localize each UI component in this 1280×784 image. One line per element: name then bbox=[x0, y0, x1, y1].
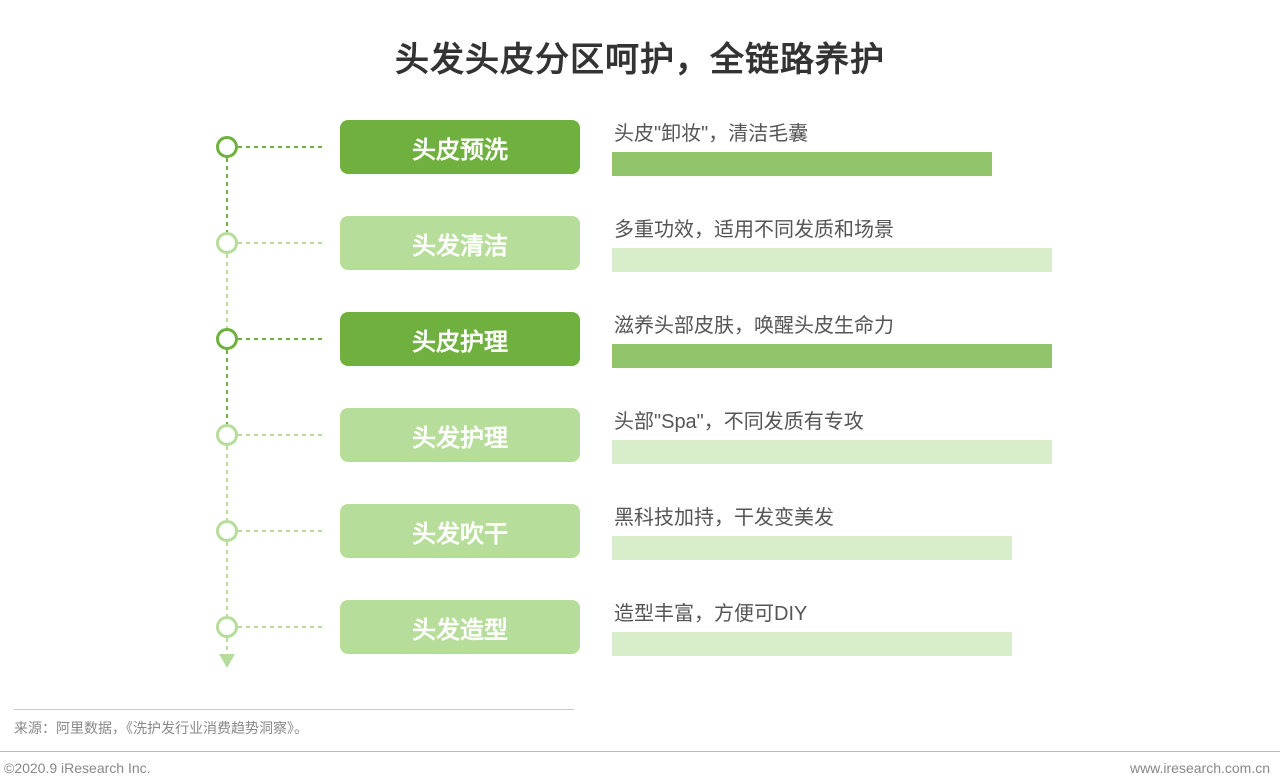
step-label-box: 头发造型 bbox=[340, 600, 580, 654]
step-desc-bar bbox=[612, 440, 1052, 464]
step-desc-bar bbox=[612, 536, 1012, 560]
step-label-box: 头发清洁 bbox=[340, 216, 580, 270]
timeline-circle-icon bbox=[216, 616, 238, 638]
timeline-vline bbox=[226, 638, 228, 662]
flow-step: 头皮护理 滋养头部皮肤，唤醒头皮生命力 bbox=[210, 312, 1110, 408]
flow-step: 头发清洁 多重功效，适用不同发质和场景 bbox=[210, 216, 1110, 312]
flow-step: 头皮预洗 头皮"卸妆"，清洁毛囊 bbox=[210, 120, 1110, 216]
step-desc-text: 头部"Spa"，不同发质有专攻 bbox=[612, 408, 1110, 434]
step-desc-col: 黑科技加持，干发变美发 bbox=[612, 504, 1110, 560]
timeline-node-col bbox=[210, 504, 250, 600]
flow-step: 头发护理 头部"Spa"，不同发质有专攻 bbox=[210, 408, 1110, 504]
timeline-hconnector bbox=[238, 338, 326, 340]
timeline-hconnector bbox=[238, 242, 326, 244]
footer-source: 来源：阿里数据，《洗护发行业消费趋势洞察》。 bbox=[14, 709, 574, 738]
timeline-circle-icon bbox=[216, 424, 238, 446]
footer-copyright: ©2020.9 iResearch Inc. bbox=[4, 760, 151, 776]
step-desc-text: 多重功效，适用不同发质和场景 bbox=[612, 216, 1110, 242]
step-desc-bar bbox=[612, 344, 1052, 368]
footer-url: www.iresearch.com.cn bbox=[1130, 760, 1270, 776]
flow-diagram: 头皮预洗 头皮"卸妆"，清洁毛囊头发清洁 多重功效，适用不同发质和场景头皮护理 滋养头… bbox=[210, 120, 1110, 696]
timeline-hconnector bbox=[238, 626, 326, 628]
timeline-node-col bbox=[210, 408, 250, 504]
timeline-circle-icon bbox=[216, 520, 238, 542]
step-desc-bar bbox=[612, 632, 1012, 656]
flow-step: 头发造型 造型丰富，方便可DIY bbox=[210, 600, 1110, 696]
step-desc-col: 造型丰富，方便可DIY bbox=[612, 600, 1110, 656]
timeline-vline bbox=[226, 158, 228, 232]
timeline-node-col bbox=[210, 312, 250, 408]
step-label-box: 头发吹干 bbox=[340, 504, 580, 558]
step-desc-col: 头部"Spa"，不同发质有专攻 bbox=[612, 408, 1110, 464]
step-label-box: 头发护理 bbox=[340, 408, 580, 462]
footer-divider bbox=[0, 751, 1280, 752]
step-desc-text: 头皮"卸妆"，清洁毛囊 bbox=[612, 120, 1110, 146]
flow-step: 头发吹干 黑科技加持，干发变美发 bbox=[210, 504, 1110, 600]
timeline-node-col bbox=[210, 600, 250, 696]
step-desc-text: 滋养头部皮肤，唤醒头皮生命力 bbox=[612, 312, 1110, 338]
timeline-node-col bbox=[210, 216, 250, 312]
step-label-box: 头皮护理 bbox=[340, 312, 580, 366]
timeline-hconnector bbox=[238, 530, 326, 532]
timeline-vline bbox=[226, 446, 228, 520]
timeline-vline bbox=[226, 254, 228, 328]
step-desc-col: 滋养头部皮肤，唤醒头皮生命力 bbox=[612, 312, 1110, 368]
step-label-box: 头皮预洗 bbox=[340, 120, 580, 174]
timeline-hconnector bbox=[238, 146, 326, 148]
step-desc-col: 多重功效，适用不同发质和场景 bbox=[612, 216, 1110, 272]
step-desc-text: 造型丰富，方便可DIY bbox=[612, 600, 1110, 626]
step-desc-text: 黑科技加持，干发变美发 bbox=[612, 504, 1110, 530]
timeline-vline bbox=[226, 542, 228, 616]
timeline-vline bbox=[226, 350, 228, 424]
timeline-circle-icon bbox=[216, 136, 238, 158]
step-desc-bar bbox=[612, 248, 1052, 272]
page-title: 头发头皮分区呵护，全链路养护 bbox=[0, 32, 1280, 81]
step-desc-col: 头皮"卸妆"，清洁毛囊 bbox=[612, 120, 1110, 176]
step-desc-bar bbox=[612, 152, 992, 176]
timeline-circle-icon bbox=[216, 328, 238, 350]
timeline-node-col bbox=[210, 120, 250, 216]
timeline-circle-icon bbox=[216, 232, 238, 254]
timeline-hconnector bbox=[238, 434, 326, 436]
